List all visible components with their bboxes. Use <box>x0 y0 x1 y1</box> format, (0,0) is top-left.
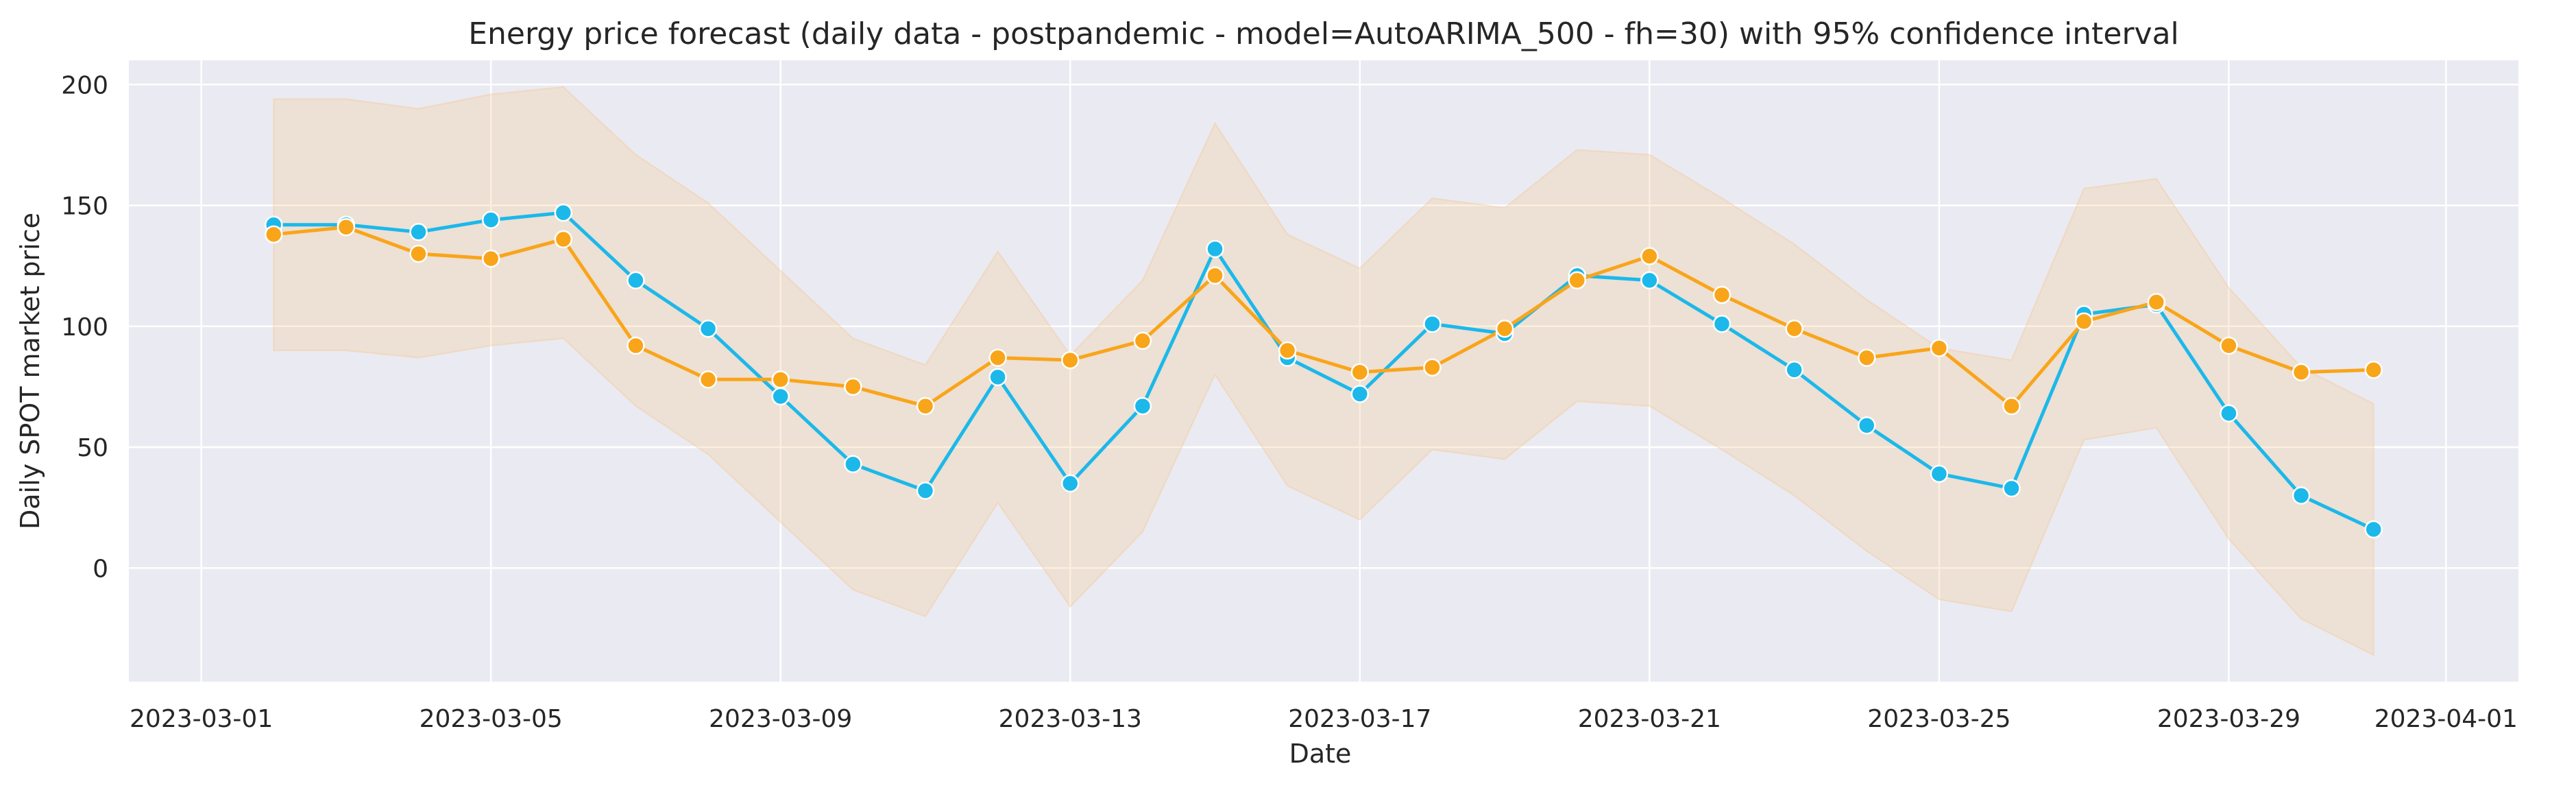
plot-background <box>129 60 2518 682</box>
series-markers <box>265 203 2383 539</box>
series-1-line <box>274 211 2374 532</box>
series-1-point <box>554 203 573 222</box>
series-1-point <box>1350 385 1370 403</box>
series-1-point <box>1858 416 1876 435</box>
series-2-line <box>274 225 2374 408</box>
series-lines <box>274 211 2374 532</box>
series-2-point <box>2364 360 2383 379</box>
series-2-point <box>771 370 790 389</box>
series-1-point <box>409 223 428 241</box>
series-2-point <box>1930 339 1949 357</box>
series-2-point <box>916 396 935 416</box>
grid-lines <box>129 60 2518 682</box>
series-1-point <box>627 271 645 290</box>
series-1-point <box>1785 360 1803 379</box>
series-1-point <box>698 320 718 338</box>
series-2-point <box>554 230 573 249</box>
series-2-point <box>1278 341 1297 360</box>
series-2-point <box>1350 363 1370 382</box>
series-2-point <box>1061 350 1080 370</box>
series-2-point <box>2002 396 2021 416</box>
y-tick-label: 200 <box>61 71 108 99</box>
series-2-point <box>1858 348 1876 367</box>
series-1-point <box>916 481 935 500</box>
x-axis-label: Date <box>1289 739 1352 769</box>
y-tick-label: 100 <box>61 313 108 342</box>
x-tick-label: 2023-03-21 <box>1578 705 1721 733</box>
series-1-point <box>2002 479 2021 498</box>
series-2-point <box>627 336 645 355</box>
series-2-point <box>265 225 283 244</box>
series-1-point <box>2220 404 2238 422</box>
series-1-point <box>1712 315 1731 333</box>
confidence-interval <box>273 86 2374 656</box>
confidence-band <box>273 86 2374 656</box>
series-2-point <box>1423 358 1442 377</box>
series-1-point <box>2292 486 2311 505</box>
tick-labels: 2023-03-01 2023-03-05 2023-03-09 2023-03-13… <box>61 71 2518 733</box>
series-2-point <box>337 217 356 237</box>
series-2-point <box>481 249 500 268</box>
series-2-point <box>1495 320 1514 338</box>
series-2-point <box>1206 266 1224 285</box>
series-1-point <box>1423 315 1442 333</box>
series-2-point <box>2292 363 2311 382</box>
x-tick-label: 2023-03-01 <box>130 705 273 733</box>
series-1-point <box>1061 474 1080 493</box>
x-tick-label: 2023-03-13 <box>999 705 1142 733</box>
series-2-point <box>409 244 428 263</box>
series-1-point <box>844 455 862 473</box>
series-2-point <box>1785 320 1803 338</box>
series-1-point <box>481 211 500 229</box>
series-2-point <box>2074 312 2093 331</box>
series-2-point <box>1133 331 1152 350</box>
x-tick-label: 2023-03-17 <box>1288 705 1431 733</box>
series-1-point <box>1930 464 1949 483</box>
chart-title: Energy price forecast (daily data - post… <box>468 16 2179 51</box>
series-2-point <box>988 348 1007 367</box>
y-tick-label: 50 <box>77 434 108 462</box>
series-2-point <box>844 377 862 396</box>
series-1-point <box>1133 396 1152 416</box>
y-axis-label: Daily SPOT market price <box>15 213 45 529</box>
y-tick-label: 150 <box>61 193 108 221</box>
x-tick-label: 2023-04-01 <box>2374 705 2518 733</box>
series-2-point <box>1712 285 1731 305</box>
series-2-point <box>2147 293 2166 311</box>
y-tick-label: 0 <box>93 555 108 583</box>
x-tick-label: 2023-03-25 <box>1867 705 2010 733</box>
series-1-point <box>1206 239 1224 259</box>
x-tick-label: 2023-03-05 <box>420 705 563 733</box>
series-2-point <box>2220 336 2238 355</box>
x-tick-label: 2023-03-09 <box>709 705 852 733</box>
series-1-point <box>771 387 790 406</box>
series-1-point <box>2364 520 2383 539</box>
x-tick-label: 2023-03-29 <box>2157 705 2300 733</box>
series-2-point <box>1640 247 1659 265</box>
series-1-point <box>1640 271 1659 290</box>
series-2-point <box>1568 271 1586 290</box>
series-2-point <box>698 370 718 389</box>
series-1-point <box>988 368 1007 387</box>
